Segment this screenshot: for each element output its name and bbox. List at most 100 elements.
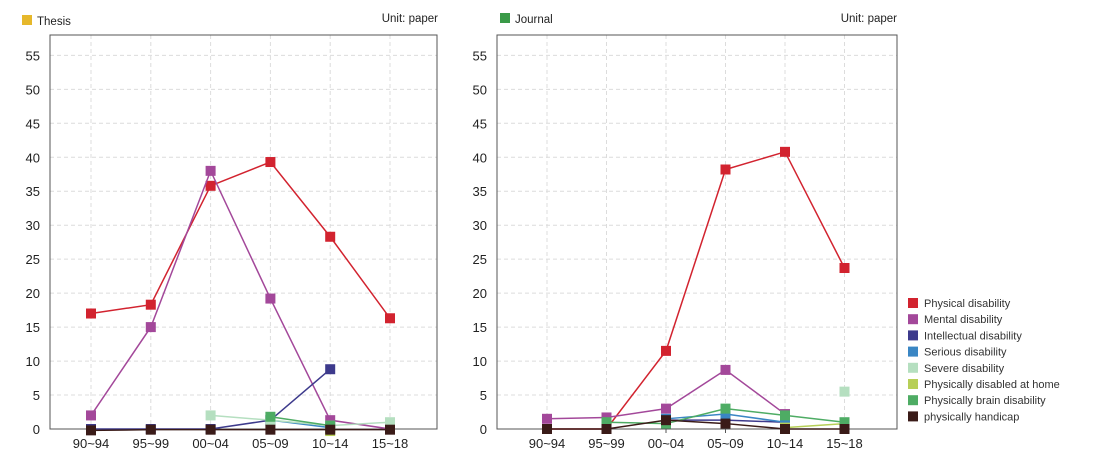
- journal-series-line: [547, 419, 845, 430]
- thesis-data-point: [265, 411, 276, 422]
- thesis-y-tick-label: 55: [26, 48, 40, 63]
- legend: Physical disability Mental disability Inte…: [908, 298, 1060, 423]
- thesis-y-tick-label: 40: [26, 150, 40, 165]
- journal-data-point: [661, 415, 671, 426]
- journal-title: Journal: [515, 14, 553, 26]
- journal-y-tick-label: 45: [473, 116, 487, 131]
- journal-plot-frame: [496, 34, 898, 430]
- journal-data-point: [720, 364, 731, 375]
- journal-y-tick-label: 20: [473, 286, 487, 301]
- thesis-series-0: [86, 157, 395, 324]
- journal-x-tick-label: 90~94: [529, 436, 566, 451]
- thesis-series-1: [86, 165, 395, 434]
- legend-label: Intellectual disability: [924, 330, 1022, 342]
- journal-y-tick-label: 0: [480, 422, 487, 437]
- thesis-series-line: [90, 161, 391, 319]
- legend-swatch: [908, 314, 918, 325]
- thesis-data-point: [86, 308, 96, 319]
- journal-series-5: [780, 418, 850, 433]
- journal-chart: Journal Unit: paper 0 5 10 15 20 25 30 35 40 45 50…: [473, 13, 898, 451]
- journal-y-tick-label: 50: [473, 82, 487, 97]
- legend-label: Mental disability: [924, 314, 1003, 326]
- thesis-data-point: [325, 231, 336, 242]
- journal-data-point: [839, 417, 850, 428]
- journal-y-tick-label: 10: [473, 354, 487, 369]
- thesis-data-point: [145, 322, 156, 333]
- thesis-y-tick-label: 30: [26, 218, 40, 233]
- journal-x-tick-label: 10~14: [767, 436, 804, 451]
- thesis-x-tick-label: 05~09: [252, 436, 289, 451]
- thesis-series-7: [86, 424, 395, 436]
- thesis-data-point: [385, 417, 395, 428]
- journal-data-point: [720, 418, 731, 429]
- journal-y-tick-label: 55: [473, 48, 487, 63]
- journal-data-point: [661, 345, 671, 356]
- journal-series-line: [784, 422, 845, 429]
- journal-y-tick-label: 15: [473, 320, 487, 335]
- thesis-y-tick-label: 50: [26, 82, 40, 97]
- journal-x-tick-label: 05~09: [707, 436, 744, 451]
- thesis-y-tick-label: 0: [33, 422, 40, 437]
- thesis-data-point: [265, 157, 276, 168]
- journal-data-point: [839, 263, 850, 274]
- journal-data-point: [661, 403, 671, 414]
- thesis-data-point: [325, 415, 336, 426]
- thesis-plot-frame: [49, 34, 438, 430]
- thesis-title-swatch: [22, 15, 32, 25]
- thesis-plot-area: 0 5 10 15 20 25 30 35 40 45 50 55 90~94 95~99 00~04 05~…: [26, 34, 438, 451]
- journal-unit-label: Unit: paper: [841, 13, 897, 25]
- thesis-unit-label: Unit: paper: [382, 13, 438, 25]
- journal-data-point: [780, 146, 790, 157]
- thesis-data-point: [145, 424, 156, 435]
- legend-label: Serious disability: [924, 347, 1007, 359]
- journal-data-point: [780, 424, 790, 434]
- legend-swatch: [908, 411, 918, 422]
- journal-y-tick-label: 40: [473, 150, 487, 165]
- thesis-data-point: [265, 424, 276, 435]
- journal-y-tick-label: 25: [473, 252, 487, 267]
- journal-data-point: [839, 424, 850, 434]
- thesis-x-tick-label: 10~14: [312, 436, 349, 451]
- journal-y-tick-label: 5: [480, 388, 487, 403]
- thesis-data-point: [325, 364, 336, 375]
- legend-swatch: [908, 395, 918, 406]
- thesis-chart: Thesis Unit: paper 0 5 10 15 20 25 30 35 40 45 50 5…: [22, 13, 438, 451]
- thesis-x-tick-label: 90~94: [73, 436, 110, 451]
- thesis-series-line: [90, 168, 391, 430]
- thesis-data-point: [86, 425, 96, 436]
- legend-swatch: [908, 346, 918, 357]
- thesis-y-tick-label: 35: [26, 184, 40, 199]
- thesis-y-tick-label: 5: [33, 388, 40, 403]
- thesis-series-line: [210, 414, 391, 427]
- journal-x-tick-label: 95~99: [588, 436, 625, 451]
- journal-data-point: [720, 403, 731, 414]
- thesis-series-line: [270, 416, 331, 427]
- thesis-x-tick-label: 15~18: [372, 436, 409, 451]
- thesis-data-point: [205, 180, 216, 191]
- journal-y-tick-label: 30: [473, 218, 487, 233]
- journal-series-line: [547, 150, 846, 430]
- journal-x-tick-label: 15~18: [826, 436, 863, 451]
- thesis-data-point: [205, 165, 216, 176]
- thesis-data-point: [325, 424, 336, 435]
- thesis-y-tick-label: 45: [26, 116, 40, 131]
- journal-data-point: [780, 410, 790, 421]
- journal-y-tick-label: 35: [473, 184, 487, 199]
- thesis-x-tick-label: 95~99: [133, 436, 170, 451]
- legend-swatch: [908, 379, 918, 389]
- journal-plot-area: 0 5 10 15 20 25 30 35 40 45 50 55 90~94 95~99 00~04 05~…: [473, 34, 898, 451]
- thesis-title: Thesis: [37, 16, 71, 28]
- legend-label: Physically disabled at home: [924, 379, 1060, 391]
- journal-data-point: [542, 413, 552, 424]
- legend-swatch: [908, 330, 918, 341]
- thesis-x-tick-label: 00~04: [192, 436, 229, 451]
- thesis-data-point: [205, 410, 216, 421]
- thesis-data-point: [385, 424, 395, 435]
- journal-data-point: [780, 417, 790, 428]
- legend-swatch: [908, 362, 918, 373]
- journal-series-7: [542, 415, 850, 434]
- journal-data-point: [720, 409, 731, 420]
- legend-label: Physical disability: [924, 298, 1011, 310]
- journal-data-point: [601, 424, 612, 434]
